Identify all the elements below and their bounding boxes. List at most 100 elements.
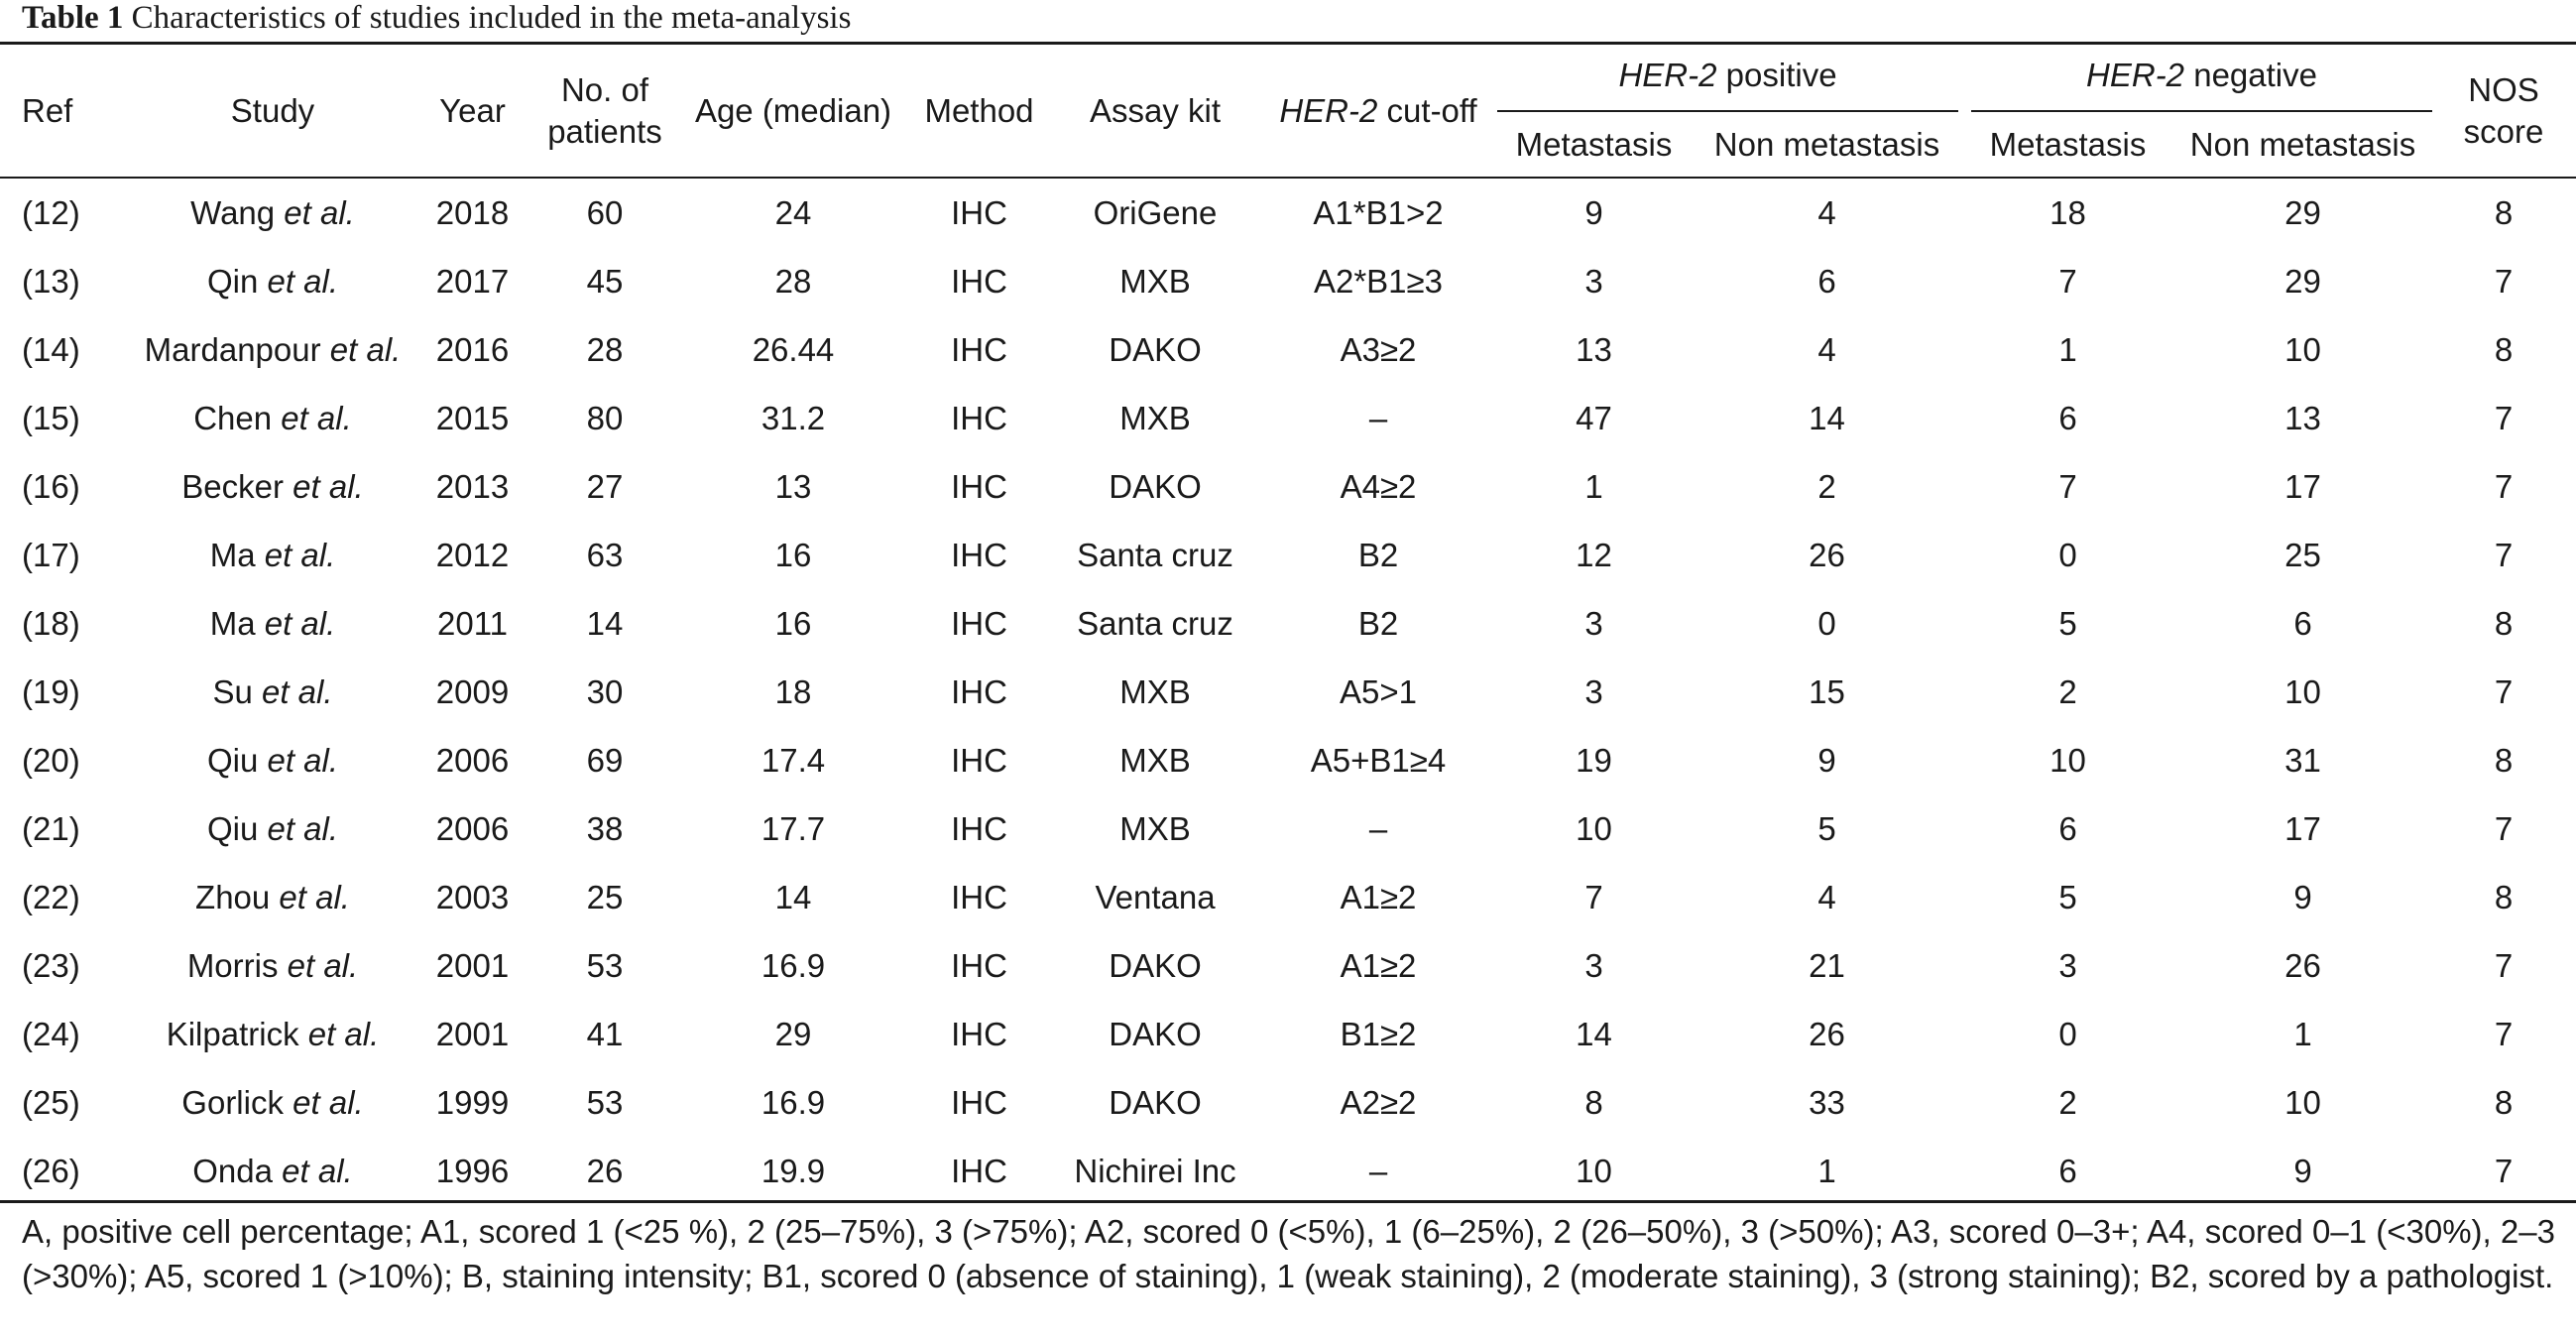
cell-positive-metastasis: 7 (1584, 879, 1603, 915)
cell-patients: 30 (586, 673, 624, 710)
cell-method: IHC (951, 537, 1007, 573)
cell-positive-non-metastasis: 9 (1817, 742, 1836, 779)
table-caption: Table 1 Characteristics of studies inclu… (22, 0, 851, 40)
study-et-al: et al. (258, 263, 339, 300)
cell-assay-kit: MXB (1119, 742, 1191, 779)
cell-negative-non-metastasis: 10 (2284, 331, 2321, 368)
cell-year: 2017 (435, 263, 510, 300)
cell-negative-non-metastasis: 29 (2284, 194, 2321, 231)
cell-method: IHC (951, 331, 1007, 368)
cell-negative-non-metastasis: 13 (2284, 400, 2321, 436)
cell-cutoff: A4≥2 (1340, 468, 1417, 505)
header-negative-non-metastasis: Non metastasis (2189, 126, 2416, 163)
cell-nos-score: 8 (2494, 605, 2514, 642)
cell-age: 17.4 (761, 742, 826, 779)
cell-age: 18 (774, 673, 812, 710)
header-patients-line2: patients (547, 113, 662, 150)
cell-assay-kit: Santa cruz (1077, 537, 1233, 573)
cell-nos-score: 8 (2494, 194, 2514, 231)
cell-method: IHC (951, 947, 1007, 984)
cell-negative-non-metastasis: 10 (2284, 673, 2321, 710)
cell-positive-metastasis: 3 (1584, 263, 1603, 300)
cell-assay-kit: MXB (1119, 673, 1191, 710)
cell-ref: (15) (22, 400, 80, 436)
cell-method: IHC (951, 673, 1007, 710)
cell-nos-score: 7 (2494, 673, 2514, 710)
cell-nos-score: 8 (2494, 879, 2514, 915)
table-row: (14) Mardanpour et al. 2016 28 26.44 IHC DAKO A… (0, 315, 2576, 384)
cell-positive-metastasis: 47 (1576, 400, 1612, 436)
table-bottom-rule (0, 1200, 2576, 1203)
cell-year: 2012 (435, 537, 510, 573)
cell-positive-non-metastasis: 4 (1817, 331, 1836, 368)
header-nos-score: NOS score (2449, 69, 2558, 153)
cell-assay-kit: Nichirei Inc (1074, 1153, 1236, 1189)
cell-ref: (12) (22, 194, 80, 231)
cell-age: 29 (774, 1016, 812, 1052)
cell-patients: 28 (586, 331, 624, 368)
cell-method: IHC (951, 1084, 1007, 1121)
table-row: (25) Gorlick et al. 1999 53 16.9 IHC DAKO A2≥2 8… (0, 1068, 2576, 1137)
cell-negative-metastasis: 6 (2058, 400, 2077, 436)
cell-cutoff: A5>1 (1340, 673, 1417, 710)
cell-positive-non-metastasis: 14 (1809, 400, 1845, 436)
cell-positive-metastasis: 8 (1584, 1084, 1603, 1121)
cell-year: 2011 (437, 605, 508, 642)
cell-negative-metastasis: 2 (2058, 1084, 2077, 1121)
table-footnote: A, positive cell percentage; A1, scored … (22, 1213, 2555, 1294)
cell-method: IHC (951, 468, 1007, 505)
cell-age: 24 (774, 194, 812, 231)
study-author: Ma (209, 605, 256, 642)
cell-positive-non-metastasis: 15 (1809, 673, 1845, 710)
cell-age: 26.44 (752, 331, 835, 368)
table-row: (22) Zhou et al. 2003 25 14 IHC Ventana A1≥2 7 4 5… (0, 863, 2576, 931)
cell-method: IHC (951, 879, 1007, 915)
study-et-al: et al. (255, 605, 336, 642)
header-method: Method (924, 92, 1034, 129)
study-et-al: et al. (273, 1153, 353, 1189)
table-row: (19) Su et al. 2009 30 18 IHC MXB A5>1 3 15 2 10 7 (0, 658, 2576, 726)
cell-method: IHC (951, 742, 1007, 779)
cell-study: Wang et al. (134, 179, 411, 247)
cell-positive-metastasis: 12 (1576, 537, 1612, 573)
cell-age: 14 (774, 879, 812, 915)
cell-year: 2001 (435, 1016, 510, 1052)
cell-age: 16.9 (761, 1084, 826, 1121)
cell-positive-non-metastasis: 5 (1817, 810, 1836, 847)
cell-year: 2016 (435, 331, 510, 368)
cell-patients: 26 (586, 1153, 624, 1189)
cell-ref: (24) (22, 1016, 80, 1052)
study-author: Wang (190, 194, 276, 231)
cell-age: 16.9 (761, 947, 826, 984)
header-nos-line1: NOS (2468, 71, 2539, 108)
cell-positive-non-metastasis: 2 (1817, 468, 1836, 505)
cell-cutoff: A1≥2 (1340, 947, 1417, 984)
study-author: Zhou (195, 879, 271, 915)
cell-method: IHC (951, 263, 1007, 300)
cell-age: 28 (774, 263, 812, 300)
cell-ref: (13) (22, 263, 80, 300)
cell-negative-non-metastasis: 29 (2284, 263, 2321, 300)
cell-negative-metastasis: 0 (2058, 1016, 2077, 1052)
cell-assay-kit: DAKO (1109, 1016, 1202, 1052)
cell-negative-metastasis: 18 (2049, 194, 2086, 231)
table-row: (12) Wang et al. 2018 60 24 IHC OriGene A1*B1>2… (0, 179, 2576, 247)
table-row: (15) Chen et al. 2015 80 31.2 IHC MXB – 47 14 6 13 7 (0, 384, 2576, 452)
study-et-al: et al. (258, 742, 339, 779)
cell-ref: (21) (22, 810, 80, 847)
study-author: Chen (193, 400, 273, 436)
cell-nos-score: 7 (2494, 810, 2514, 847)
cell-cutoff: – (1368, 400, 1388, 436)
cell-ref: (25) (22, 1084, 80, 1121)
header-positive-gene: HER-2 (1618, 57, 1717, 93)
cell-assay-kit: DAKO (1109, 947, 1202, 984)
header-negative-gene: HER-2 (2086, 57, 2185, 93)
cell-ref: (23) (22, 947, 80, 984)
study-et-al: et al. (258, 810, 339, 847)
study-et-al: et al. (320, 331, 402, 368)
cell-assay-kit: OriGene (1093, 194, 1218, 231)
cell-patients: 69 (586, 742, 624, 779)
cell-positive-metastasis: 3 (1584, 947, 1603, 984)
cell-patients: 14 (586, 605, 624, 642)
study-et-al: et al. (275, 194, 355, 231)
